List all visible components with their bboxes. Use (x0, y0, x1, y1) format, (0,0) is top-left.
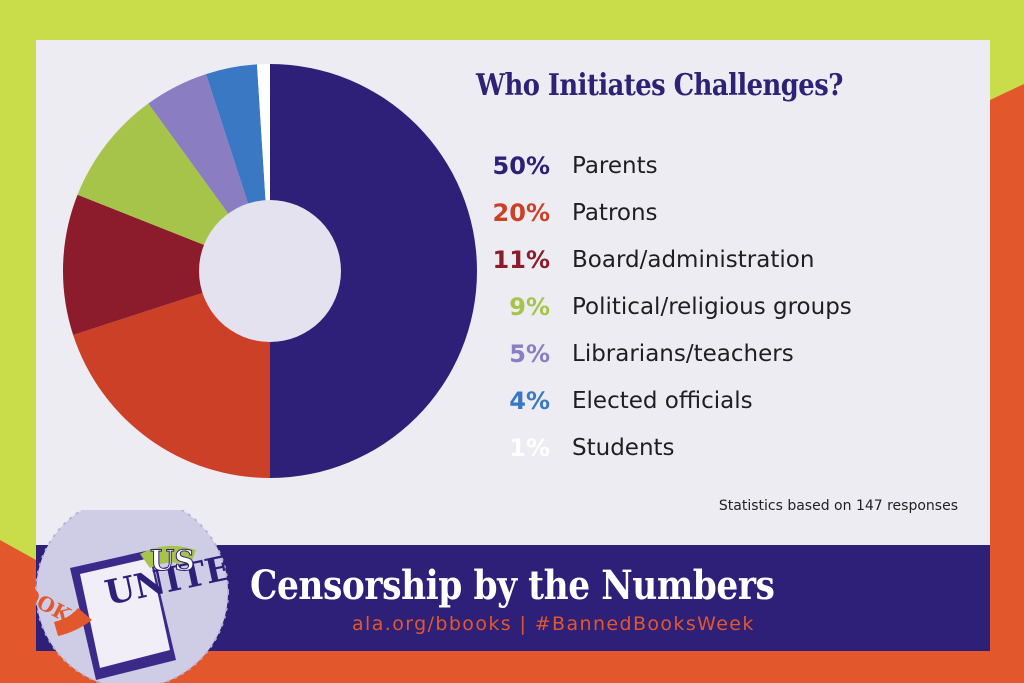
books-unite-us-logo: UNITE US BOOKS (2, 510, 235, 683)
legend-item: 5% Librarians/teachers (470, 330, 852, 377)
legend-percent: 20% (492, 198, 550, 227)
banner-url: ala.org/bbooks | #BannedBooksWeek (352, 613, 755, 635)
legend-percent: 9% (509, 292, 550, 321)
banner-title: Censorship by the Numbers (250, 562, 775, 609)
legend-percent: 4% (509, 386, 550, 415)
legend-item: 50% Parents (470, 142, 852, 189)
footnote: Statistics based on 147 responses (718, 498, 958, 514)
legend-item: 1% Students (470, 424, 852, 471)
legend-item: 11% Board/administration (470, 236, 852, 283)
legend-label: Board/administration (572, 246, 815, 273)
svg-text:US: US (150, 544, 195, 577)
donut-chart (62, 64, 477, 478)
legend-percent: 11% (492, 245, 550, 274)
donut-hole (199, 200, 341, 342)
legend-item: 4% Elected officials (470, 377, 852, 424)
legend-percent: 5% (509, 339, 550, 368)
pie-slice-patrons (73, 271, 270, 478)
legend-label: Political/religious groups (572, 293, 852, 320)
legend-label: Parents (572, 152, 658, 179)
legend-label: Students (572, 434, 675, 461)
legend-label: Librarians/teachers (572, 340, 794, 367)
legend-percent: 50% (492, 151, 550, 180)
legend-label: Patrons (572, 199, 658, 226)
chart-title: Who Initiates Challenges? (476, 68, 843, 103)
pie-slice-parents (270, 64, 477, 478)
legend-percent: 1% (509, 433, 550, 462)
legend-label: Elected officials (572, 387, 753, 414)
legend-item: 20% Patrons (470, 189, 852, 236)
pie-slice-board-administration (62, 194, 270, 335)
legend-item: 9% Political/religious groups (470, 283, 852, 330)
legend: 50% Parents 20% Patrons 11% Board/administrat… (470, 142, 852, 471)
